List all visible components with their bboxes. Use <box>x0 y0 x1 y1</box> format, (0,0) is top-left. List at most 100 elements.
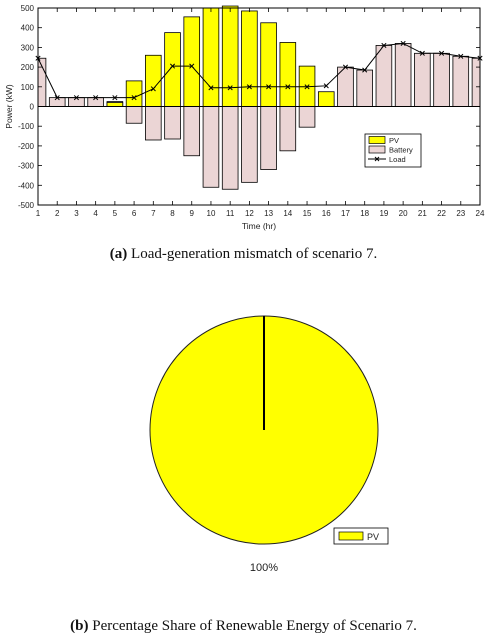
x-tick-label: 11 <box>226 209 235 218</box>
pv-bar-8 <box>164 32 181 107</box>
y-tick-label: 500 <box>21 4 35 13</box>
legend-label-load: Load <box>389 155 406 164</box>
load-marker-20 <box>400 40 406 47</box>
x-tick-label: 5 <box>113 209 118 218</box>
load-marker-4 <box>93 95 99 101</box>
y-tick-label: -100 <box>18 122 35 131</box>
x-tick-label: 10 <box>207 209 216 218</box>
battery-bar-4 <box>87 97 104 107</box>
load-marker-21 <box>419 50 425 56</box>
battery-bar-7 <box>145 106 162 141</box>
y-axis-label: Power (kW) <box>4 84 14 129</box>
y-tick-label: 0 <box>30 103 35 112</box>
legend-swatch-battery <box>368 145 386 154</box>
x-tick-label: 20 <box>399 209 408 218</box>
pie-legend-label: PV <box>367 532 379 542</box>
load-marker-15 <box>304 84 310 90</box>
pv-bar-13 <box>260 22 277 107</box>
y-tick-label: 100 <box>21 83 35 92</box>
battery-bar-18 <box>356 69 373 107</box>
battery-bar-13 <box>260 106 277 170</box>
load-marker-17 <box>342 64 349 70</box>
pv-bar-6 <box>125 80 143 107</box>
x-tick-label: 9 <box>190 209 195 218</box>
pv-bar-12 <box>241 10 258 107</box>
x-tick-label: 22 <box>437 209 446 218</box>
y-tick-label: -400 <box>18 181 35 190</box>
battery-bar-8 <box>164 106 181 140</box>
renewable-share-pie-chart: 100% PV <box>149 315 389 574</box>
x-tick-label: 24 <box>476 209 485 218</box>
legend-label-battery: Battery <box>389 145 413 154</box>
load-marker-16 <box>323 83 329 89</box>
x-tick-label: 16 <box>322 209 331 218</box>
load-marker-5 <box>112 95 118 101</box>
battery-bar-24 <box>471 57 481 107</box>
load-marker-14 <box>285 84 291 90</box>
y-tick-label: -200 <box>18 142 35 151</box>
pv-bar-9 <box>183 16 201 107</box>
x-tick-label: 13 <box>264 209 273 218</box>
battery-bar-6 <box>125 106 143 124</box>
load-marker-10 <box>208 85 214 91</box>
load-marker-22 <box>439 50 445 56</box>
x-tick-label: 18 <box>360 209 369 218</box>
caption-b-label: (b) <box>70 618 89 634</box>
x-tick-label: 14 <box>283 209 292 218</box>
legend-swatch-pv <box>368 136 386 144</box>
battery-bar-10 <box>202 106 220 188</box>
battery-bar-2 <box>48 97 66 107</box>
load-marker-11 <box>227 85 233 91</box>
battery-bar-9 <box>183 106 201 157</box>
battery-bar-21 <box>414 52 431 107</box>
load-marker-23 <box>458 53 464 59</box>
caption-b-text: Percentage Share of Renewable Energy of … <box>92 618 417 634</box>
battery-bar-20 <box>394 43 412 107</box>
pv-bar-14 <box>279 42 297 107</box>
pie-legend-swatch <box>338 531 364 541</box>
battery-bar-11 <box>221 106 239 190</box>
y-tick-label: 300 <box>21 43 35 52</box>
caption-a-text: Load-generation mismatch of scenario 7. <box>131 246 378 262</box>
load-marker-13 <box>266 84 272 90</box>
load-marker-2 <box>54 95 60 101</box>
load-marker-9 <box>189 63 195 69</box>
x-tick-label: 4 <box>93 209 98 218</box>
caption-a: (a) Load-generation mismatch of scenario… <box>0 246 487 263</box>
caption-a-label: (a) <box>109 246 128 262</box>
x-tick-label: 19 <box>379 209 388 218</box>
battery-bar-12 <box>241 106 258 183</box>
pv-bar-10 <box>202 7 220 107</box>
x-tick-label: 2 <box>55 209 60 218</box>
pv-bar-11 <box>221 5 239 107</box>
battery-bar-23 <box>452 55 470 107</box>
load-marker-3 <box>73 95 79 101</box>
x-tick-label: 23 <box>456 209 465 218</box>
load-marker-12 <box>246 84 252 90</box>
y-tick-label: 200 <box>21 63 35 72</box>
pv-bar-7 <box>145 54 162 107</box>
pie-legend: PV <box>333 527 389 545</box>
x-tick-label: 3 <box>74 209 79 218</box>
x-tick-label: 15 <box>303 209 312 218</box>
y-tick-label: 400 <box>21 24 35 33</box>
battery-bar-14 <box>279 106 297 152</box>
battery-bar-19 <box>375 45 393 107</box>
x-tick-label: 21 <box>418 209 427 218</box>
load-marker-19 <box>381 42 387 48</box>
load-marker-18 <box>362 67 368 73</box>
caption-b: (b) Percentage Share of Renewable Energy… <box>0 618 487 635</box>
pv-bar-5 <box>106 102 124 107</box>
x-tick-label: 1 <box>36 209 41 218</box>
battery-bar-15 <box>298 106 316 128</box>
x-tick-label: 7 <box>151 209 156 218</box>
load-marker-6 <box>131 95 137 101</box>
y-tick-label: -500 <box>18 201 35 210</box>
legend-label-pv: PV <box>389 136 399 145</box>
x-tick-label: 12 <box>245 209 254 218</box>
load-marker-8 <box>169 63 176 69</box>
x-tick-label: 17 <box>341 209 350 218</box>
pv-bar-16 <box>317 91 335 107</box>
